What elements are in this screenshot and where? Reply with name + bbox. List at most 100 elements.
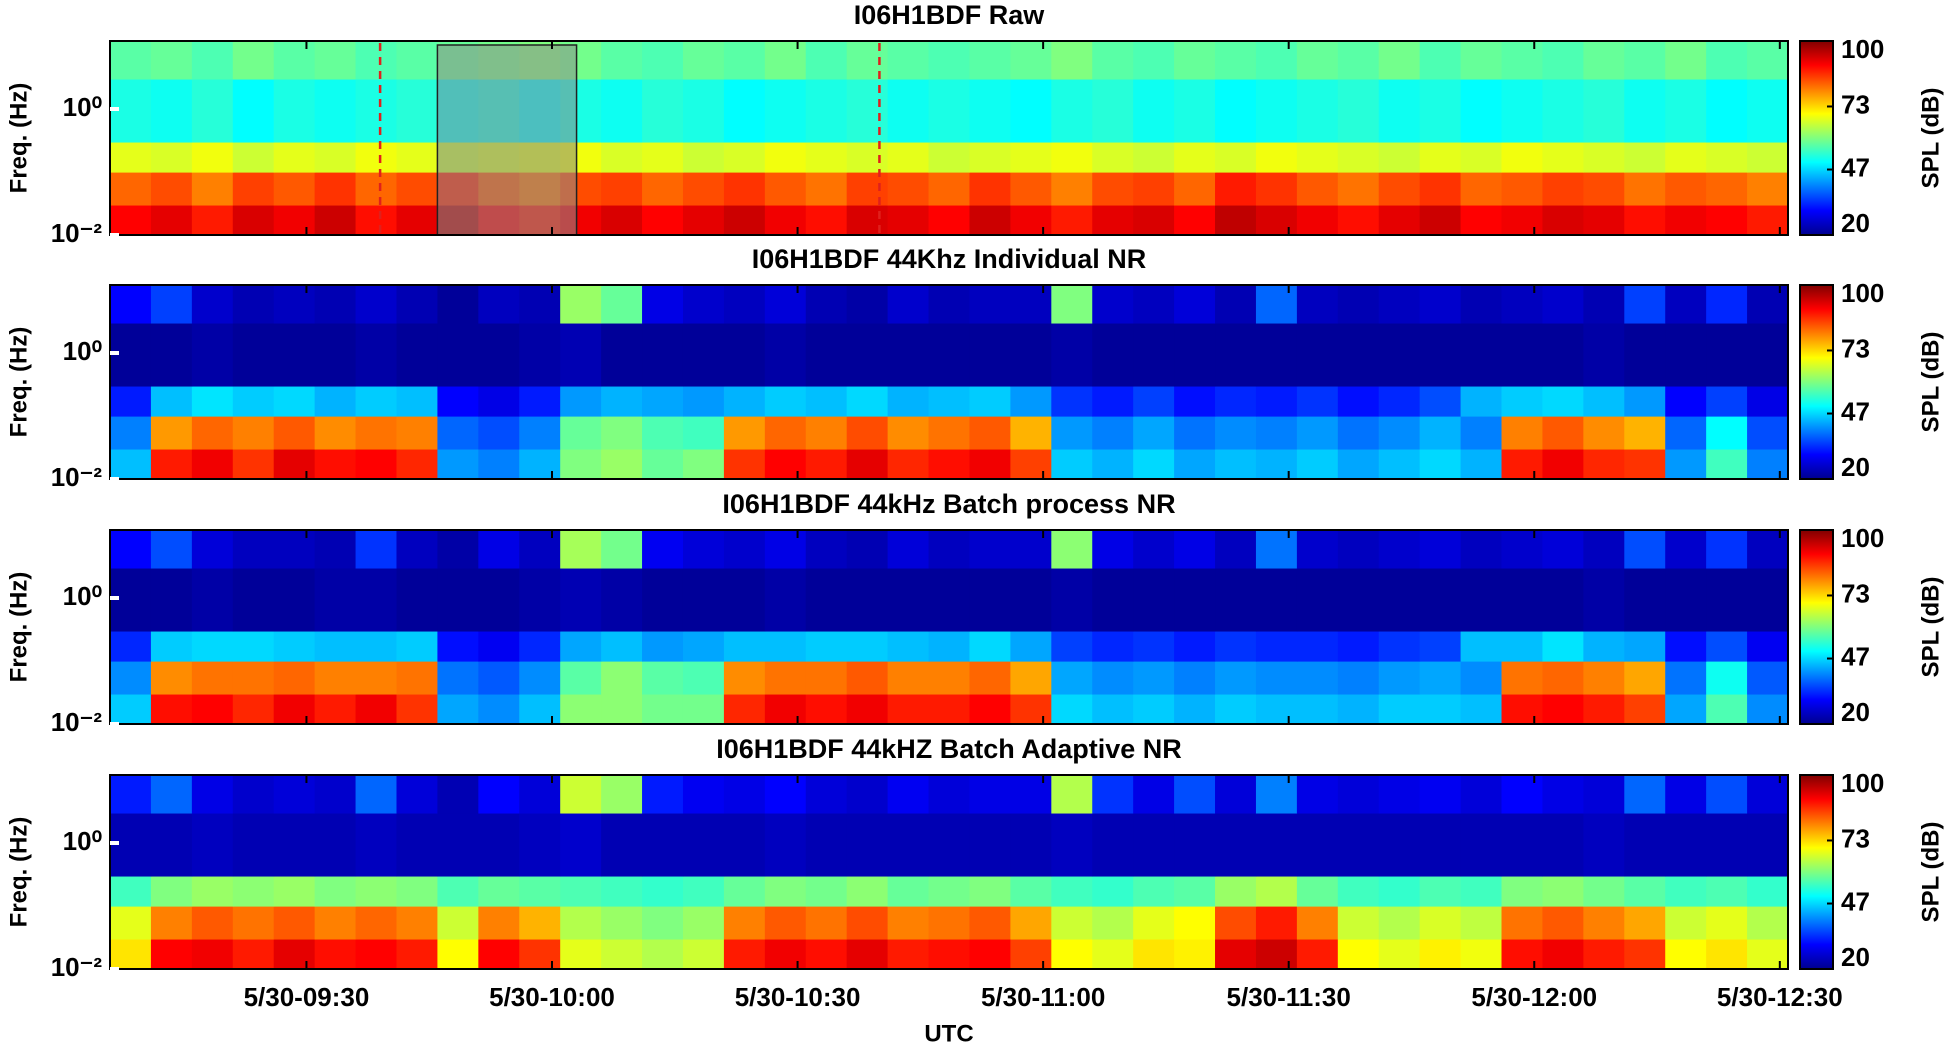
- heatmap-cell: [1583, 938, 1625, 970]
- heatmap-cell: [1460, 204, 1503, 236]
- heatmap-cell: [723, 630, 766, 662]
- panel-title: I06H1BDF 44kHZ Batch Adaptive NR: [716, 734, 1182, 764]
- heatmap-cell: [1583, 285, 1625, 324]
- heatmap-cell: [191, 141, 234, 173]
- heatmap-cell: [273, 171, 316, 206]
- heatmap-cell: [1092, 322, 1134, 387]
- heatmap-cell: [273, 660, 316, 695]
- heatmap-cell: [846, 385, 889, 417]
- heatmap-cell: [110, 875, 152, 907]
- heatmap-cell: [273, 285, 316, 324]
- y-axis-label: Freq. (Hz): [5, 817, 32, 928]
- heatmap-cell: [1460, 78, 1503, 143]
- heatmap-cell: [682, 630, 725, 662]
- heatmap-cell: [601, 905, 643, 940]
- heatmap-cell: [887, 875, 930, 907]
- heatmap-cell: [805, 385, 848, 417]
- heatmap-cell: [273, 567, 316, 632]
- heatmap-cell: [642, 41, 684, 80]
- heatmap-cell: [1133, 204, 1175, 236]
- heatmap-cell: [560, 630, 602, 662]
- heatmap-cell: [1092, 775, 1134, 814]
- heatmap-cell: [1255, 41, 1298, 80]
- heatmap-cell: [1215, 693, 1257, 725]
- heatmap-cell: [969, 448, 1011, 480]
- heatmap-cell: [1133, 875, 1175, 907]
- heatmap-cell: [1051, 660, 1093, 695]
- heatmap-cell: [1296, 905, 1339, 940]
- heatmap-cell: [1706, 938, 1748, 970]
- heatmap-cell: [1460, 141, 1503, 173]
- heatmap-cell: [682, 285, 725, 324]
- heatmap-cell: [1174, 775, 1216, 814]
- heatmap-cell: [1215, 905, 1257, 940]
- heatmap-cell: [232, 567, 275, 632]
- heatmap-cell: [928, 285, 971, 324]
- heatmap-cell: [601, 567, 643, 632]
- heatmap-cell: [1337, 775, 1380, 814]
- heatmap-cell: [1501, 385, 1544, 417]
- heatmap-cell: [1010, 567, 1052, 632]
- heatmap-cell: [1542, 875, 1584, 907]
- heatmap-cell: [1419, 875, 1462, 907]
- heatmap-cell: [1542, 567, 1584, 632]
- heatmap-cell: [1337, 41, 1380, 80]
- heatmap-cell: [1747, 285, 1789, 324]
- heatmap-cell: [1706, 415, 1748, 450]
- heatmap-cell: [969, 693, 1011, 725]
- heatmap-cell: [1501, 660, 1544, 695]
- heatmap-cell: [314, 285, 357, 324]
- heatmap-cell: [1378, 285, 1421, 324]
- heatmap-cell: [150, 630, 193, 662]
- heatmap-cell: [1747, 141, 1789, 173]
- heatmap-cell: [478, 775, 520, 814]
- heatmap-cell: [1706, 530, 1748, 569]
- heatmap-cell: [1706, 905, 1748, 940]
- heatmap-cell: [846, 693, 889, 725]
- heatmap-cell: [232, 775, 275, 814]
- heatmap-cell: [1624, 448, 1666, 480]
- heatmap-cell: [1378, 693, 1421, 725]
- heatmap-cell: [1010, 322, 1052, 387]
- heatmap-cell: [150, 448, 193, 480]
- heatmap-cell: [232, 141, 275, 173]
- heatmap-cell: [355, 630, 398, 662]
- heatmap-cell: [396, 285, 439, 324]
- heatmap-cell: [969, 775, 1011, 814]
- heatmap-cell: [110, 41, 152, 80]
- heatmap-cell: [191, 322, 234, 387]
- heatmap-cell: [1665, 141, 1707, 173]
- heatmap-cell: [191, 812, 234, 877]
- heatmap-cell: [1296, 693, 1339, 725]
- heatmap-cell: [764, 905, 807, 940]
- heatmap-cell: [1460, 415, 1503, 450]
- heatmap-cell: [1337, 630, 1380, 662]
- heatmap-cell: [1747, 171, 1789, 206]
- heatmap-cell: [928, 141, 971, 173]
- heatmap-cell: [1583, 693, 1625, 725]
- heatmap-cell: [1051, 812, 1093, 877]
- heatmap-cell: [1624, 630, 1666, 662]
- heatmap-cell: [1706, 630, 1748, 662]
- panel-title: I06H1BDF Raw: [854, 0, 1046, 30]
- heatmap-cell: [1296, 141, 1339, 173]
- heatmap-cell: [191, 530, 234, 569]
- heatmap-cell: [150, 812, 193, 877]
- heatmap-cell: [1215, 204, 1257, 236]
- heatmap-cell: [1092, 41, 1134, 80]
- colorbar-tick-label: 100: [1841, 278, 1884, 308]
- heatmap-cell: [478, 660, 520, 695]
- heatmap-cell: [1133, 78, 1175, 143]
- heatmap-cell: [1337, 171, 1380, 206]
- heatmap-cell: [1255, 938, 1298, 970]
- heatmap-cell: [232, 875, 275, 907]
- heatmap-cell: [191, 660, 234, 695]
- heatmap-cell: [519, 775, 561, 814]
- colorbar-tick-label: 73: [1841, 578, 1870, 608]
- heatmap-cell: [805, 660, 848, 695]
- heatmap-cell: [478, 285, 520, 324]
- heatmap-cell: [1051, 415, 1093, 450]
- heatmap-cell: [1665, 905, 1707, 940]
- heatmap-cell: [1133, 41, 1175, 80]
- heatmap-cell: [314, 775, 357, 814]
